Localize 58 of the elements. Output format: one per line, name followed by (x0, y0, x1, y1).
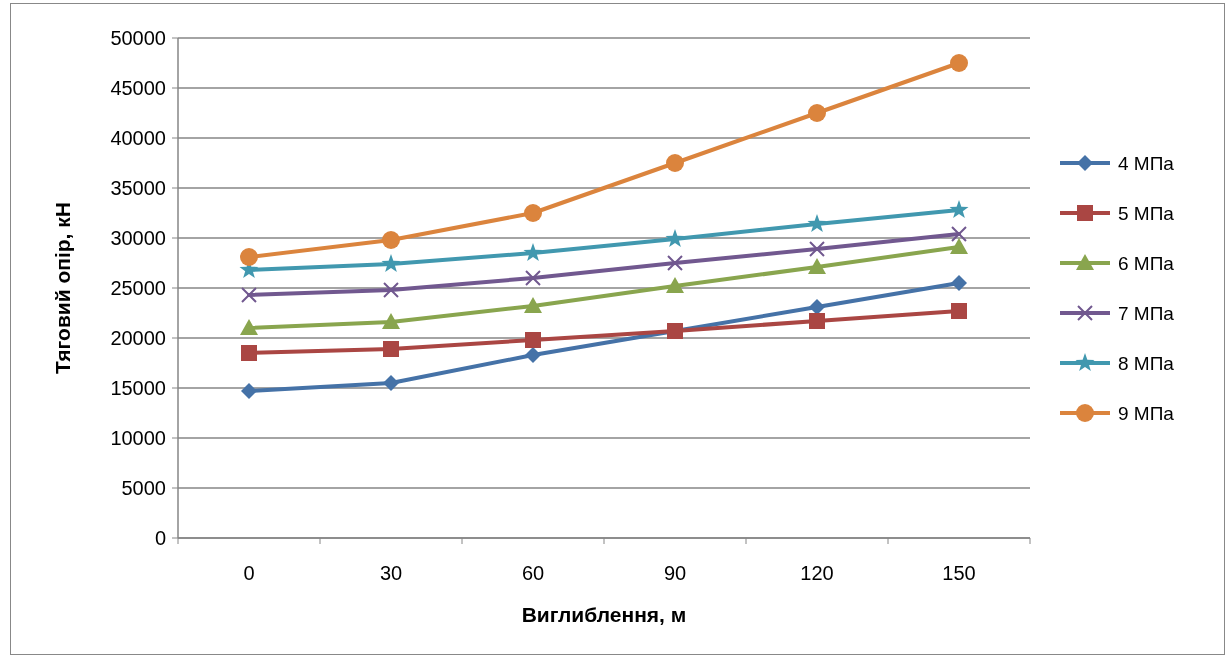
y-tick-label: 45000 (110, 77, 166, 99)
y-axis-title: Тяговий опір, кН (51, 202, 74, 374)
x-tick-label: 90 (663, 562, 687, 584)
point (666, 277, 684, 293)
point (667, 255, 683, 271)
point (525, 347, 541, 363)
point (809, 313, 825, 329)
legend-label: 8 МПа (1118, 352, 1175, 374)
point (383, 341, 399, 357)
y-tick-label: 5000 (121, 477, 166, 499)
legend-label: 6 МПа (1118, 252, 1175, 274)
point (525, 332, 541, 348)
y-tick-label: 20000 (110, 327, 166, 349)
x-tick-label: 120 (800, 562, 834, 584)
point (949, 200, 969, 219)
point (241, 345, 257, 361)
x-tick-label: 150 (942, 562, 976, 584)
point (809, 241, 825, 257)
y-tick-label: 35000 (110, 177, 166, 199)
x-axis-title: Виглиблення, м (521, 603, 687, 626)
point (808, 104, 826, 122)
x-tick-label: 0 (243, 562, 255, 584)
point (525, 270, 541, 286)
point (381, 254, 401, 273)
point (950, 54, 968, 72)
point (665, 229, 685, 248)
point (382, 313, 400, 329)
point (523, 243, 543, 262)
y-tick-label: 30000 (110, 227, 166, 249)
point (951, 226, 967, 242)
point (951, 303, 967, 319)
y-tick-label: 50000 (110, 27, 166, 49)
point (808, 258, 826, 274)
y-tick-label: 40000 (110, 127, 166, 149)
x-tick-label: 30 (379, 562, 403, 584)
legend-label: 4 МПа (1118, 152, 1175, 174)
legend-label: 7 МПа (1118, 302, 1175, 324)
point (524, 204, 542, 222)
point (383, 375, 399, 391)
y-tick-label: 15000 (110, 377, 166, 399)
y-tick-label: 0 (154, 527, 166, 549)
point (809, 299, 825, 315)
legend-label: 9 МПа (1118, 402, 1175, 424)
y-tick-label: 10000 (110, 427, 166, 449)
point (524, 297, 542, 313)
point (807, 214, 827, 233)
point (240, 248, 258, 266)
x-tick-label: 60 (521, 562, 545, 584)
point (382, 231, 400, 249)
y-tick-label: 25000 (110, 277, 166, 299)
point (950, 238, 968, 254)
point (241, 287, 257, 303)
point (951, 275, 967, 291)
point (241, 383, 257, 399)
legend-label: 5 МПа (1118, 202, 1175, 224)
point (666, 154, 684, 172)
point (383, 282, 399, 298)
point (240, 319, 258, 335)
